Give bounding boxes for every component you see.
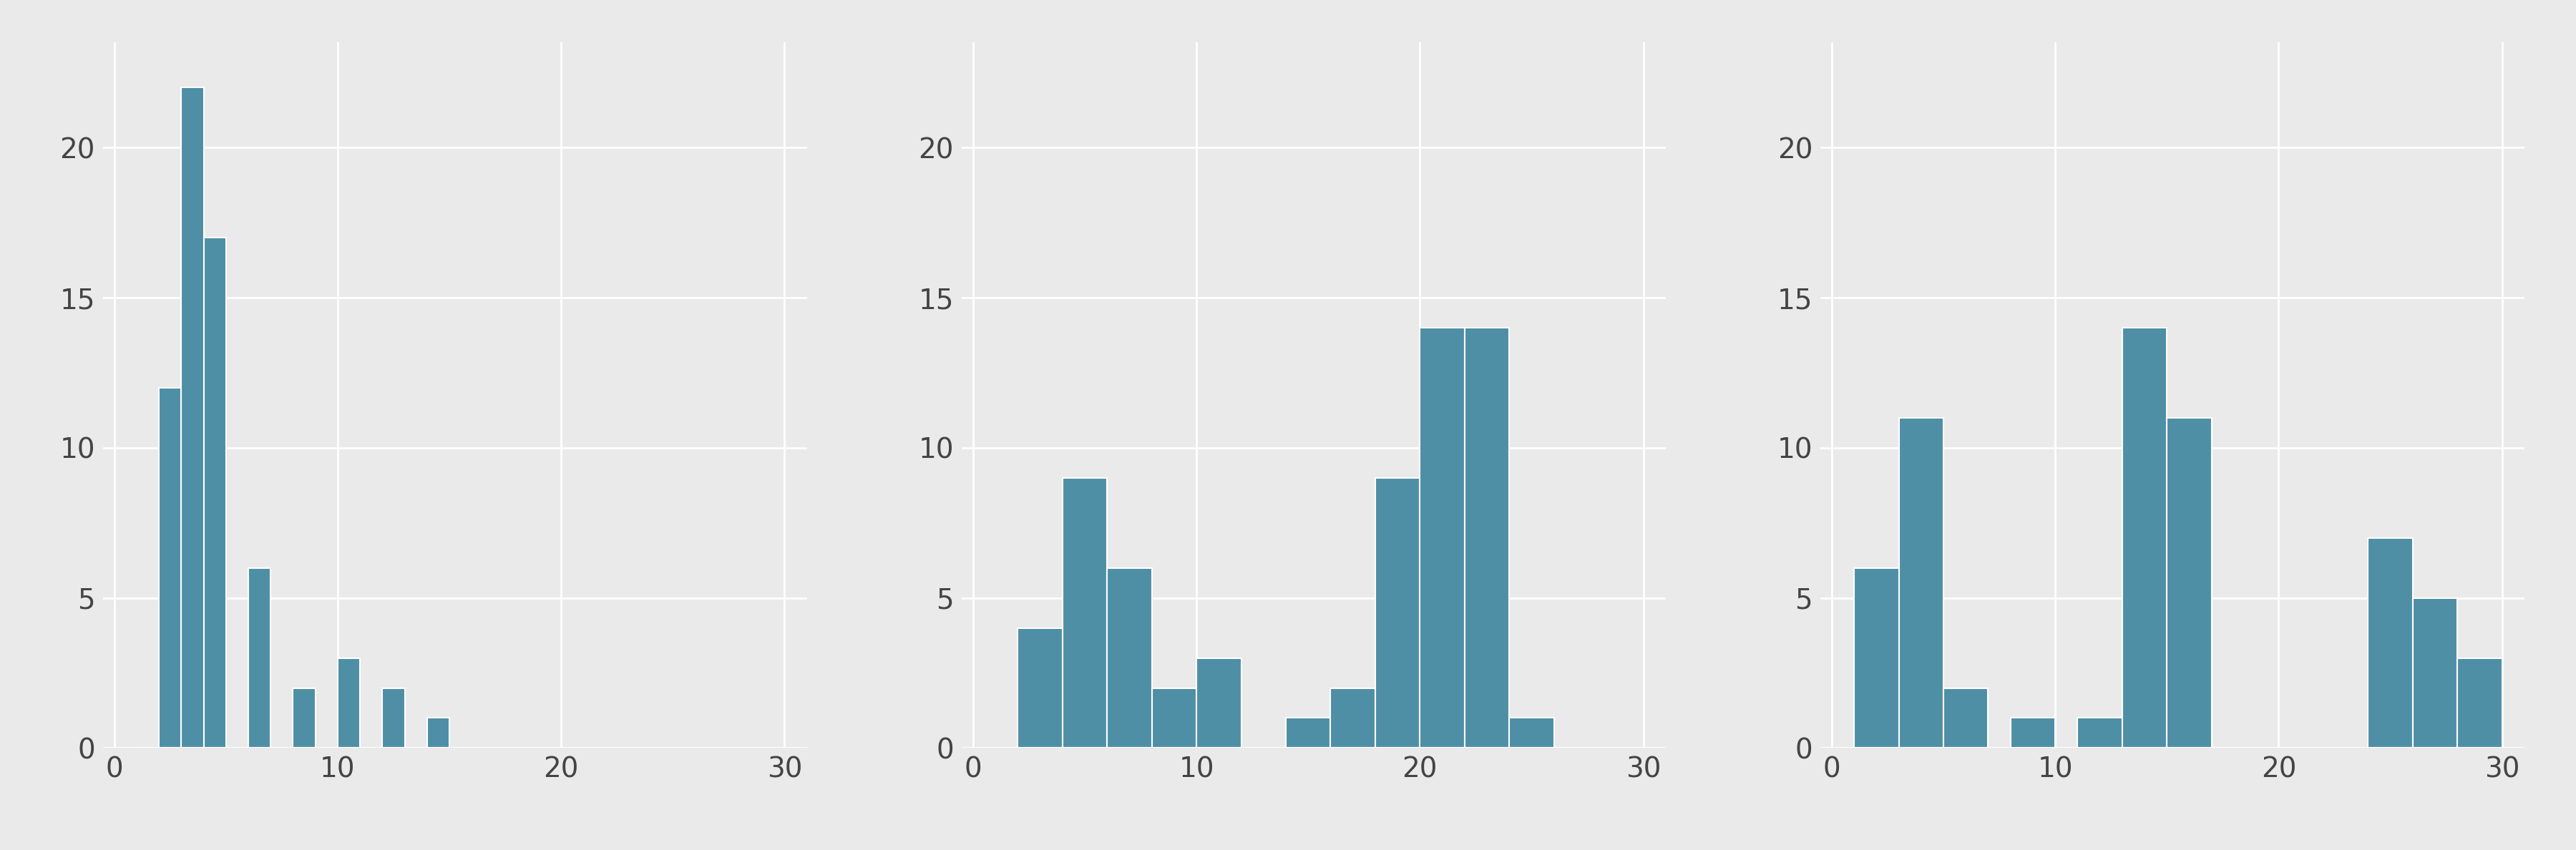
Bar	[1151, 688, 1195, 748]
Bar	[1419, 328, 1466, 748]
Bar	[1376, 478, 1419, 748]
Bar	[1466, 328, 1510, 748]
Bar	[1855, 568, 1899, 748]
Bar	[204, 238, 227, 748]
Bar	[1061, 478, 1108, 748]
Bar	[294, 688, 314, 748]
Bar	[1332, 688, 1376, 748]
Bar	[160, 388, 180, 748]
Bar	[247, 568, 270, 748]
Bar	[2009, 718, 2056, 748]
Bar	[1285, 718, 1332, 748]
Bar	[337, 658, 361, 748]
Bar	[381, 688, 404, 748]
Bar	[2123, 328, 2166, 748]
Bar	[2367, 538, 2414, 748]
Bar	[428, 718, 448, 748]
Bar	[1108, 568, 1151, 748]
Bar	[1018, 628, 1061, 748]
Bar	[1195, 658, 1242, 748]
Bar	[2458, 658, 2501, 748]
Bar	[1510, 718, 1553, 748]
Bar	[2166, 417, 2213, 748]
Bar	[2414, 598, 2458, 748]
Bar	[2079, 718, 2123, 748]
Bar	[1942, 688, 1989, 748]
Bar	[180, 88, 204, 748]
Bar	[1899, 417, 1942, 748]
